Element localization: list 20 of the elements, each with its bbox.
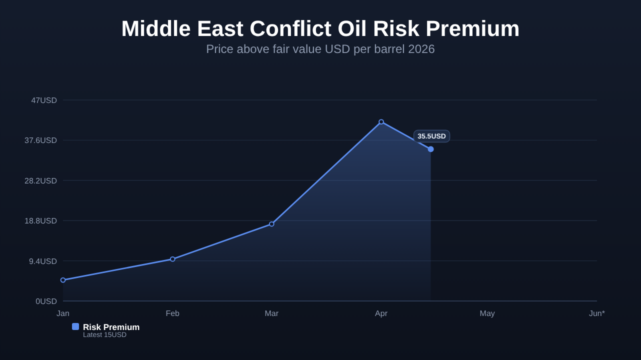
legend-label: Risk Premium [83,322,140,332]
x-tick-label: Mar [264,309,279,318]
chart-subtitle: Price above fair value USD per barrel 2026 [206,42,436,56]
y-tick-label: 37.6USD [24,136,58,146]
chart-title: Middle East Conflict Oil Risk Premium [121,16,520,41]
x-tick-label: Jun* [588,309,606,318]
point [268,221,274,227]
x-tick-label: May [480,309,495,318]
point [170,256,176,262]
y-tick-label: 28.2USD [24,176,58,186]
x-tick-label: Apr [375,309,388,318]
point [428,146,434,152]
y-tick-label: 0USD [36,297,58,306]
y-tick-label: 18.8USD [24,216,58,226]
x-tick-label: Feb [166,309,180,318]
y-tick-label: 47USD [31,96,58,105]
point [378,119,384,125]
x-tick-label: Jan [56,309,70,318]
point [60,277,66,283]
y-tick-label: 9.4USD [28,256,58,266]
